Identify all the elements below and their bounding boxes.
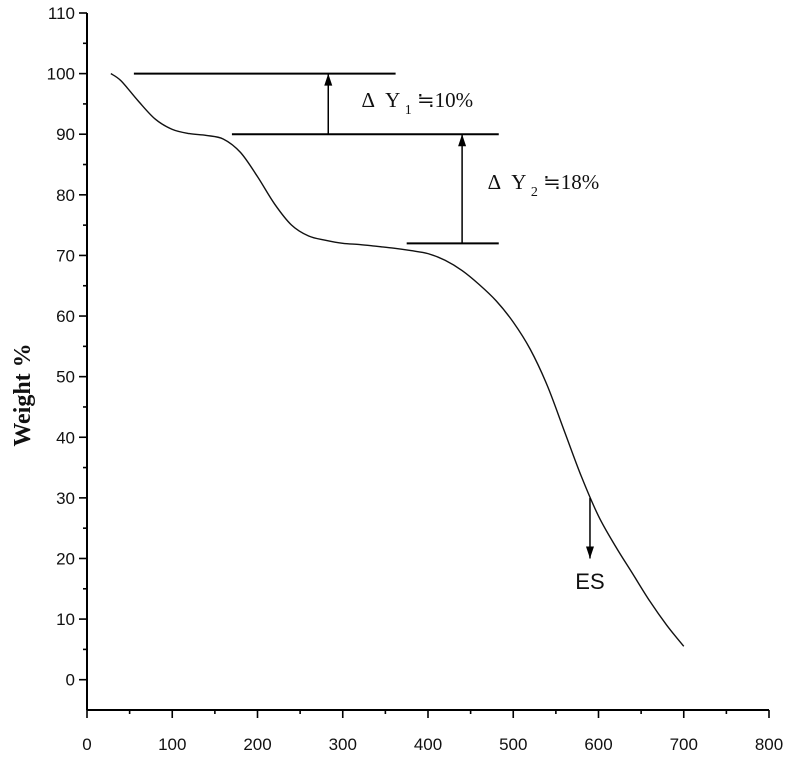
y-axis-title: Weight %: [10, 343, 36, 446]
y-tick-label: 50: [56, 368, 75, 387]
delta-y1-var: Y: [385, 88, 400, 112]
delta-y1-symbol: Δ: [362, 88, 375, 112]
series-group: [110, 73, 685, 647]
delta-y2-label: Δ Y 2 ≒18%: [488, 170, 600, 201]
delta-y2-value: ≒18%: [543, 170, 599, 194]
arrow-head: [458, 134, 467, 147]
y-tick-label: 60: [56, 307, 75, 326]
y-tick-label: 70: [56, 246, 75, 265]
x-tick-label: 700: [670, 735, 698, 754]
x-tick-label: 0: [82, 735, 91, 754]
x-ticks: 0 100 200 300 400 500 600 700 800: [82, 710, 783, 754]
x-tick-label: 600: [584, 735, 612, 754]
delta-y2-symbol: Δ: [488, 170, 501, 194]
y-tick-label: 90: [56, 125, 75, 144]
delta-y2-sub: 2: [531, 185, 538, 200]
delta-y1-value: ≒10%: [417, 88, 473, 112]
arrow-head: [585, 546, 594, 559]
y-tick-label: 30: [56, 489, 75, 508]
y-tick-label: 0: [66, 671, 75, 690]
weight-curve: [110, 73, 685, 647]
y-tick-label: 20: [56, 549, 75, 568]
arrow-head: [324, 73, 333, 86]
delta-y1-sub: 1: [405, 103, 412, 118]
x-tick-label: 200: [243, 735, 271, 754]
x-tick-label: 300: [329, 735, 357, 754]
x-tick-label: 800: [755, 735, 783, 754]
y-tick-label: 110: [48, 4, 75, 23]
x-tick-label: 100: [158, 735, 186, 754]
x-tick-label: 500: [499, 735, 527, 754]
y-tick-label: 80: [56, 186, 75, 205]
y-tick-label: 100: [47, 65, 75, 84]
y-tick-label: 40: [56, 428, 75, 447]
es-label: ES: [575, 569, 604, 594]
delta-y2-var: Y: [511, 170, 526, 194]
delta-y1-label: Δ Y 1 ≒10%: [362, 88, 474, 119]
y-tick-label: 10: [56, 610, 75, 629]
axes: [86, 13, 769, 711]
annotations: [133, 72, 594, 559]
y-ticks: 0 10 20 30 40 50 60 70 80 90 100 110: [47, 4, 87, 690]
x-tick-label: 400: [414, 735, 442, 754]
